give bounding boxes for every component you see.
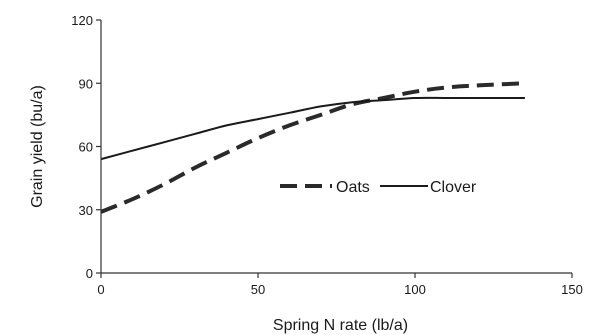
y-tick-label: 30 (79, 203, 93, 218)
legend-label-clover: Clover (430, 179, 477, 196)
y-axis-title: Grain yield (bu/a) (29, 85, 46, 208)
x-tick-label: 150 (561, 282, 583, 297)
x-tick-label: 100 (404, 282, 426, 297)
y-tick-label: 0 (86, 266, 93, 281)
legend-label-oats: Oats (336, 179, 370, 196)
series-line-oats (100, 81, 525, 214)
series-layer (100, 81, 525, 214)
y-tick-label: 90 (79, 76, 93, 91)
x-axis-title: Spring N rate (lb/a) (273, 317, 408, 334)
x-tick-label: 50 (251, 282, 265, 297)
axes (100, 20, 572, 274)
legend: Oats Clover (280, 179, 477, 196)
axis-ticks: 0 30 60 90 120 0 50 100 150 (71, 13, 583, 297)
y-tick-label: 60 (79, 140, 93, 155)
series-line-clover (100, 96, 525, 161)
x-tick-label: 0 (97, 282, 104, 297)
y-tick-label: 120 (71, 13, 93, 28)
